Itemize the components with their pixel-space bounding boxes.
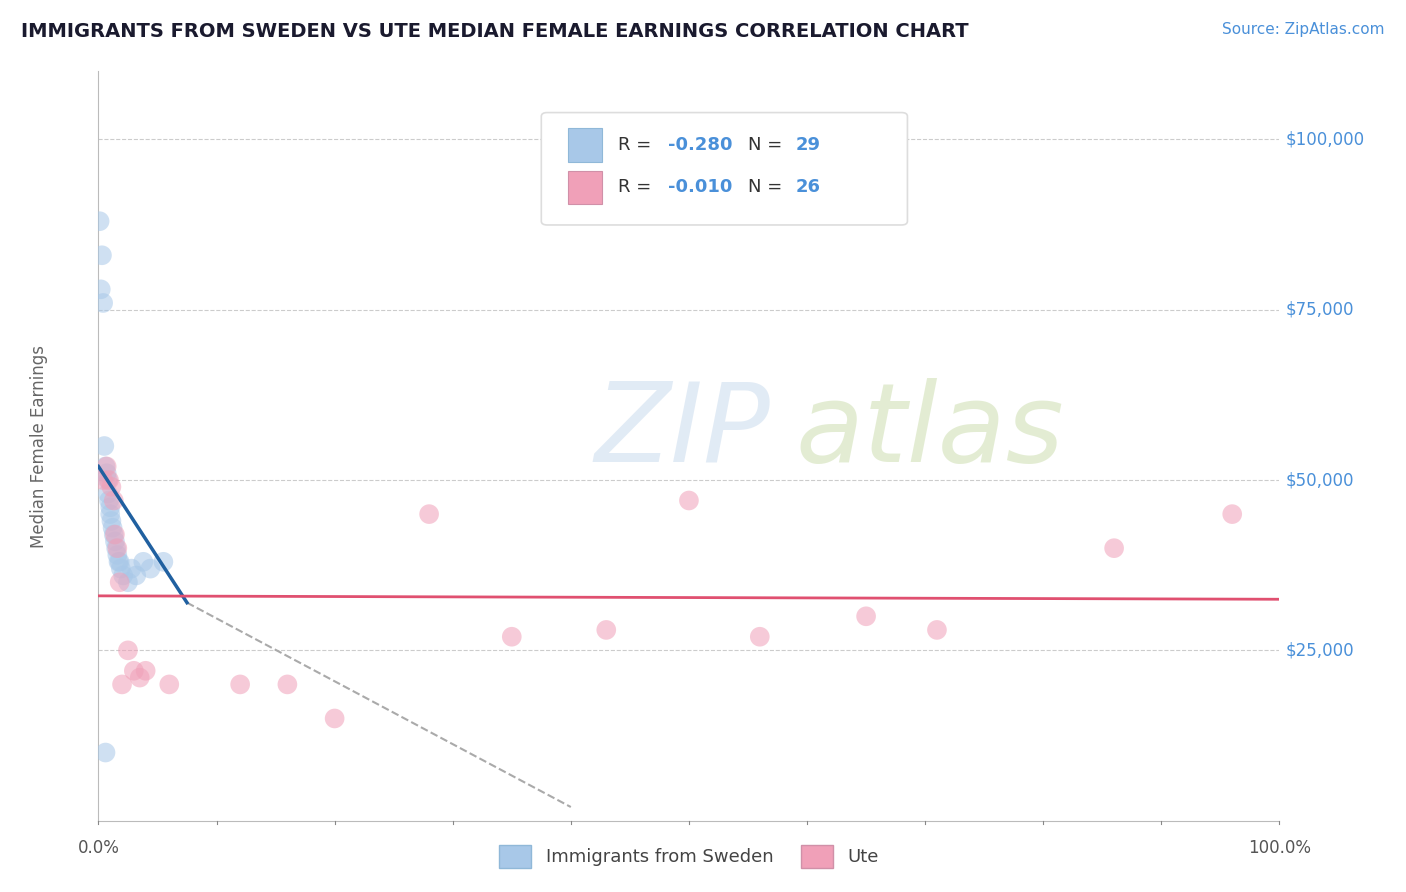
Point: [104, 527, 127, 541]
Text: Source: ZipAtlas.com: Source: ZipAtlas.com: [1222, 22, 1385, 37]
Text: $100,000: $100,000: [1285, 130, 1364, 148]
Text: -0.280: -0.280: [668, 136, 733, 153]
Point: [90, 282, 112, 296]
Point: [101, 521, 124, 535]
Point: [96, 467, 118, 481]
Point: [925, 623, 948, 637]
Text: 29: 29: [796, 136, 820, 153]
Point: [103, 527, 125, 541]
Point: [91, 473, 114, 487]
Point: [97, 486, 120, 500]
Point: [100, 514, 122, 528]
Point: [96, 459, 118, 474]
Point: [132, 555, 155, 569]
Point: [748, 630, 770, 644]
Point: [98, 473, 121, 487]
Point: [122, 664, 145, 678]
FancyBboxPatch shape: [568, 170, 602, 204]
Point: [89, 214, 111, 228]
Point: [229, 677, 252, 691]
Point: [94, 746, 117, 760]
Point: [94, 459, 117, 474]
Point: [91, 248, 114, 262]
Point: [110, 561, 132, 575]
Point: [678, 493, 700, 508]
Point: [276, 677, 298, 691]
Text: $75,000: $75,000: [1285, 301, 1354, 318]
Point: [125, 568, 148, 582]
Point: [323, 711, 346, 725]
Point: [128, 671, 150, 685]
Point: [1102, 541, 1125, 556]
Point: [91, 296, 114, 310]
Point: [117, 575, 139, 590]
Text: ZIP: ZIP: [595, 377, 770, 484]
Point: [98, 507, 121, 521]
Point: [117, 643, 139, 657]
Text: N =: N =: [748, 178, 787, 196]
Text: R =: R =: [619, 136, 657, 153]
Point: [855, 609, 877, 624]
FancyBboxPatch shape: [568, 128, 602, 161]
Text: IMMIGRANTS FROM SWEDEN VS UTE MEDIAN FEMALE EARNINGS CORRELATION CHART: IMMIGRANTS FROM SWEDEN VS UTE MEDIAN FEM…: [21, 22, 969, 41]
Point: [100, 480, 122, 494]
Text: atlas: atlas: [796, 377, 1064, 484]
Point: [418, 507, 440, 521]
Text: $50,000: $50,000: [1285, 471, 1354, 489]
Point: [105, 541, 128, 556]
Point: [104, 534, 127, 549]
Point: [98, 500, 121, 515]
Point: [112, 568, 135, 582]
Point: [1220, 507, 1243, 521]
Point: [121, 561, 143, 575]
Point: [105, 541, 128, 556]
Text: $25,000: $25,000: [1285, 641, 1354, 659]
Text: R =: R =: [619, 178, 657, 196]
Point: [595, 623, 617, 637]
FancyBboxPatch shape: [541, 112, 907, 225]
Point: [111, 677, 134, 691]
Text: Median Female Earnings: Median Female Earnings: [31, 344, 48, 548]
Point: [98, 493, 121, 508]
Point: [152, 555, 174, 569]
Text: -0.010: -0.010: [668, 178, 733, 196]
Point: [501, 630, 523, 644]
Point: [93, 439, 115, 453]
Point: [108, 575, 131, 590]
Text: 100.0%: 100.0%: [1249, 839, 1310, 857]
Point: [105, 548, 128, 562]
Point: [139, 561, 162, 575]
Point: [108, 555, 131, 569]
Legend: Immigrants from Sweden, Ute: Immigrants from Sweden, Ute: [492, 838, 886, 875]
Point: [157, 677, 180, 691]
Point: [135, 664, 157, 678]
Point: [97, 473, 120, 487]
Point: [103, 493, 125, 508]
Text: 0.0%: 0.0%: [77, 839, 120, 857]
Text: N =: N =: [748, 136, 787, 153]
Point: [107, 555, 129, 569]
Text: 26: 26: [796, 178, 820, 196]
